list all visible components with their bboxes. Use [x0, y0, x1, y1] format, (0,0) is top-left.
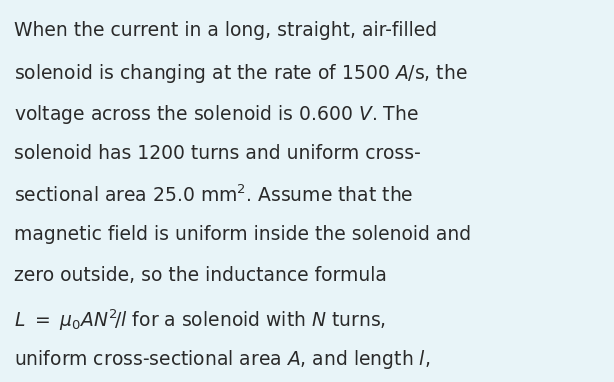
Text: $L\ =\ \mu_0 AN^2\!/l$ for a solenoid with $N$ turns,: $L\ =\ \mu_0 AN^2\!/l$ for a solenoid wi… — [14, 307, 386, 333]
Text: solenoid has 1200 turns and uniform cross-: solenoid has 1200 turns and uniform cros… — [14, 144, 420, 163]
Text: sectional area 25.0 mm$^2$. Assume that the: sectional area 25.0 mm$^2$. Assume that … — [14, 185, 413, 206]
Text: voltage across the solenoid is 0.600 $V$. The: voltage across the solenoid is 0.600 $V$… — [14, 103, 418, 126]
Text: When the current in a long, straight, air-filled: When the current in a long, straight, ai… — [14, 21, 437, 40]
Text: zero outside, so the inductance formula: zero outside, so the inductance formula — [14, 266, 386, 285]
Text: solenoid is changing at the rate of 1500 $A/\mathrm{s}$, the: solenoid is changing at the rate of 1500… — [14, 62, 467, 85]
Text: magnetic field is uniform inside the solenoid and: magnetic field is uniform inside the sol… — [14, 225, 471, 244]
Text: uniform cross-sectional area $A$, and length $l$,: uniform cross-sectional area $A$, and le… — [14, 348, 430, 371]
